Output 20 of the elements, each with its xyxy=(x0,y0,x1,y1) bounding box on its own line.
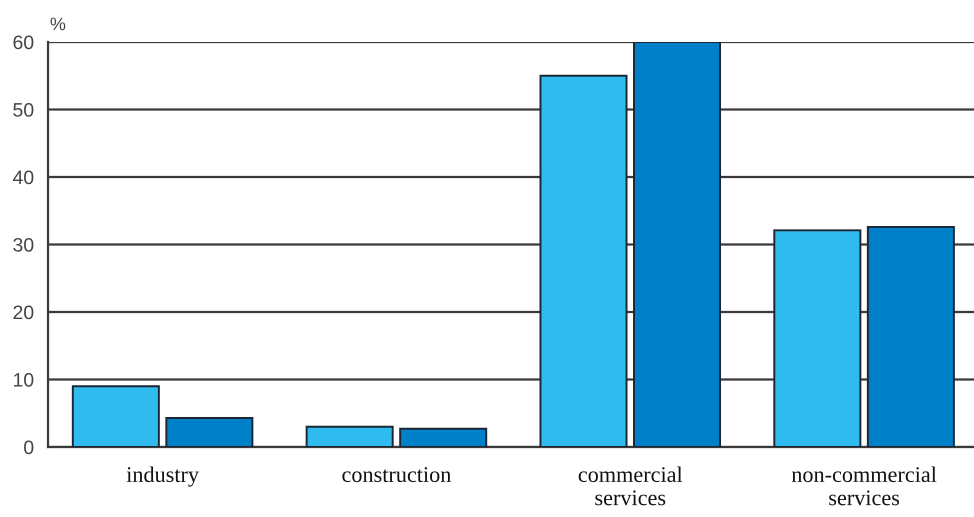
x-tick-label: non-commercial services xyxy=(792,466,936,506)
bar xyxy=(633,42,722,447)
x-tick-label: construction xyxy=(342,467,452,482)
bar xyxy=(773,229,862,447)
y-tick-label: 20 xyxy=(13,305,34,320)
bar xyxy=(306,426,394,447)
x-tick-label: commercial services xyxy=(578,466,682,506)
y-axis-title: % xyxy=(50,18,66,30)
bar xyxy=(866,226,955,447)
y-tick-label: 40 xyxy=(12,170,34,184)
y-tick-label: 0 xyxy=(24,440,34,454)
bar xyxy=(165,416,254,447)
x-tick-label: industry xyxy=(126,466,199,487)
bar xyxy=(539,74,628,447)
y-tick-label: 10 xyxy=(14,372,34,387)
y-tick-label: 30 xyxy=(13,238,34,252)
y-tick-label: 60 xyxy=(13,35,34,50)
y-tick-label: 50 xyxy=(13,102,34,117)
bar xyxy=(72,385,160,447)
bar xyxy=(399,428,488,447)
